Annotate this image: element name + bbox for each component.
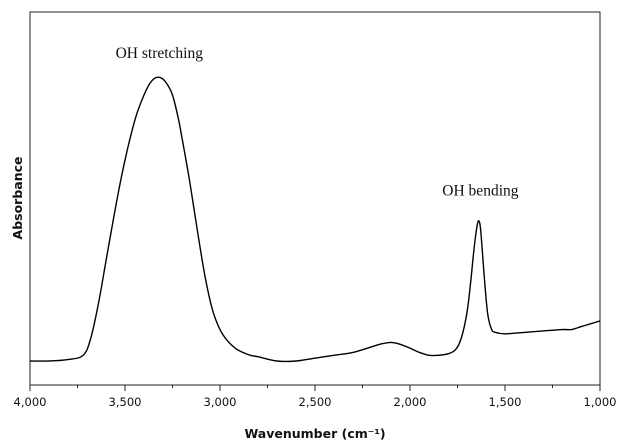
peak-annotations: OH stretching OH bending	[116, 45, 519, 199]
peak-annotation: OH bending	[442, 182, 518, 199]
x-tick-label: 2,000	[394, 395, 427, 409]
x-tick-label: 3,500	[109, 395, 142, 409]
x-axis-ticks	[29, 385, 601, 391]
spectrum-line	[29, 76, 601, 363]
y-axis-title: Absorbance	[10, 157, 25, 240]
x-tick-label: 2,500	[299, 395, 332, 409]
x-axis-tick-labels: 4,000 3,500 3,000 2,500 2,000 1,500 1,000	[14, 395, 617, 409]
x-tick-label: 1,000	[584, 395, 617, 409]
x-axis-title: Wavenumber (cm⁻¹)	[244, 426, 385, 441]
x-tick-label: 1,500	[489, 395, 522, 409]
x-tick-label: 3,000	[204, 395, 237, 409]
x-tick-label: 4,000	[14, 395, 47, 409]
peak-annotation: OH stretching	[116, 45, 204, 62]
